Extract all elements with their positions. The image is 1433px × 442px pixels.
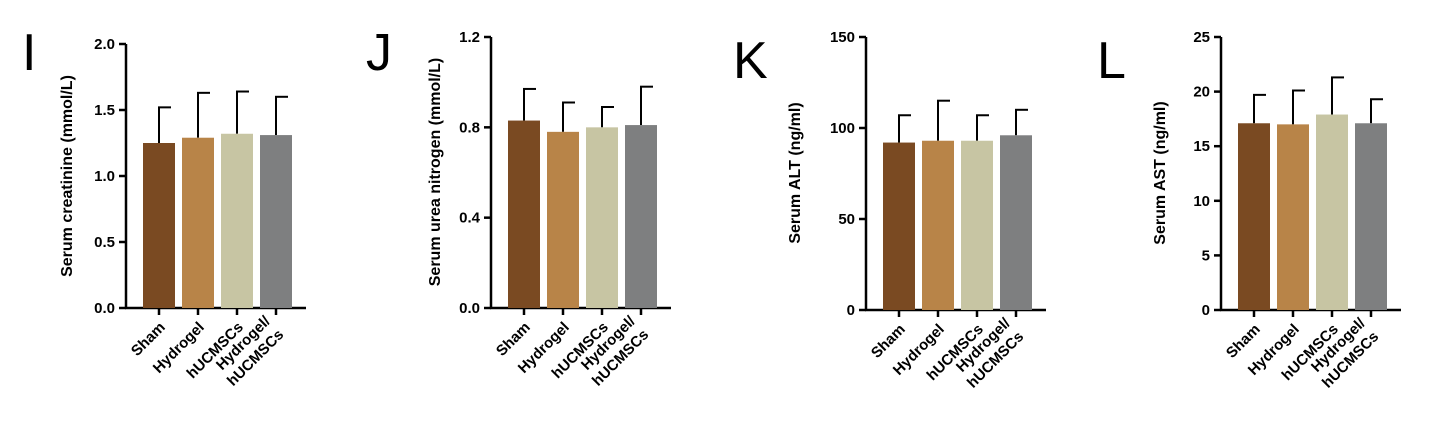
- y-tick-label: 0.0: [94, 300, 115, 317]
- bar-hucmscs: [961, 140, 993, 310]
- bar-hucmscs: [586, 127, 618, 308]
- y-tick-label: 0.4: [459, 210, 481, 227]
- y-tick-label: 0: [847, 302, 855, 319]
- bar-hydrogel-hucmscs: [1000, 135, 1032, 310]
- panel-label: K: [733, 32, 768, 90]
- panel-label: J: [366, 24, 392, 82]
- bar-sham: [508, 120, 540, 308]
- bar-sham: [1238, 123, 1270, 310]
- bar-hydrogel: [182, 137, 214, 308]
- y-tick-label: 20: [1193, 84, 1210, 101]
- y-axis-title: Serum ALT (ng/ml): [787, 102, 804, 243]
- y-tick-label: 0.8: [459, 119, 480, 136]
- bar-hydrogel-hucmscs: [1355, 123, 1387, 310]
- bar-hydrogel: [922, 140, 954, 310]
- bar-hucmscs: [221, 133, 253, 308]
- panel-i: I Serum creatinine (mmol/L) 0.0 0.5 1.0 1.5 2.…: [22, 24, 306, 390]
- y-tick-label: 1.5: [94, 102, 115, 119]
- y-tick-label: 10: [1193, 193, 1210, 210]
- bar-sham: [143, 143, 175, 308]
- y-axis-title: Serum AST (ng/ml): [1152, 101, 1169, 244]
- bar-hydrogel: [547, 131, 579, 308]
- y-tick-label: 2.0: [94, 36, 115, 53]
- y-tick-label: 15: [1193, 138, 1210, 155]
- y-tick-label: 0: [1202, 302, 1210, 319]
- y-tick-label: 50: [838, 211, 855, 228]
- y-tick-label: 1.2: [459, 29, 480, 46]
- bar-hydrogel: [1277, 124, 1309, 310]
- panel-label: I: [22, 24, 36, 82]
- panel-label: L: [1097, 32, 1126, 90]
- y-tick-label: 5: [1202, 247, 1210, 264]
- y-tick-label: 0.5: [94, 234, 115, 251]
- bar-sham: [883, 142, 915, 310]
- y-axis-title: Serum creatinine (mmol/L): [59, 75, 76, 277]
- bar-hucmscs: [1316, 114, 1348, 310]
- y-tick-label: 100: [830, 120, 855, 137]
- y-tick-label: 150: [830, 29, 855, 46]
- y-tick-label: 1.0: [94, 168, 115, 185]
- y-tick-label: 25: [1193, 29, 1210, 46]
- y-axis-title: Serum urea nitrogen (mmol/L): [427, 58, 444, 286]
- y-tick-label: 0.0: [459, 300, 480, 317]
- panel-j: J Serum urea nitrogen (mmol/L) 0.0 0.4 0.8 1.…: [366, 24, 671, 390]
- bar-hydrogel-hucmscs: [260, 135, 292, 308]
- bar-hydrogel-hucmscs: [625, 125, 657, 308]
